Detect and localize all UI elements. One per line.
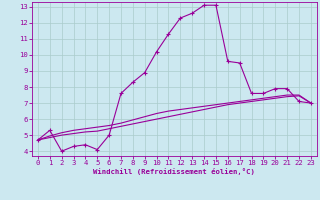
X-axis label: Windchill (Refroidissement éolien,°C): Windchill (Refroidissement éolien,°C) <box>93 168 255 175</box>
